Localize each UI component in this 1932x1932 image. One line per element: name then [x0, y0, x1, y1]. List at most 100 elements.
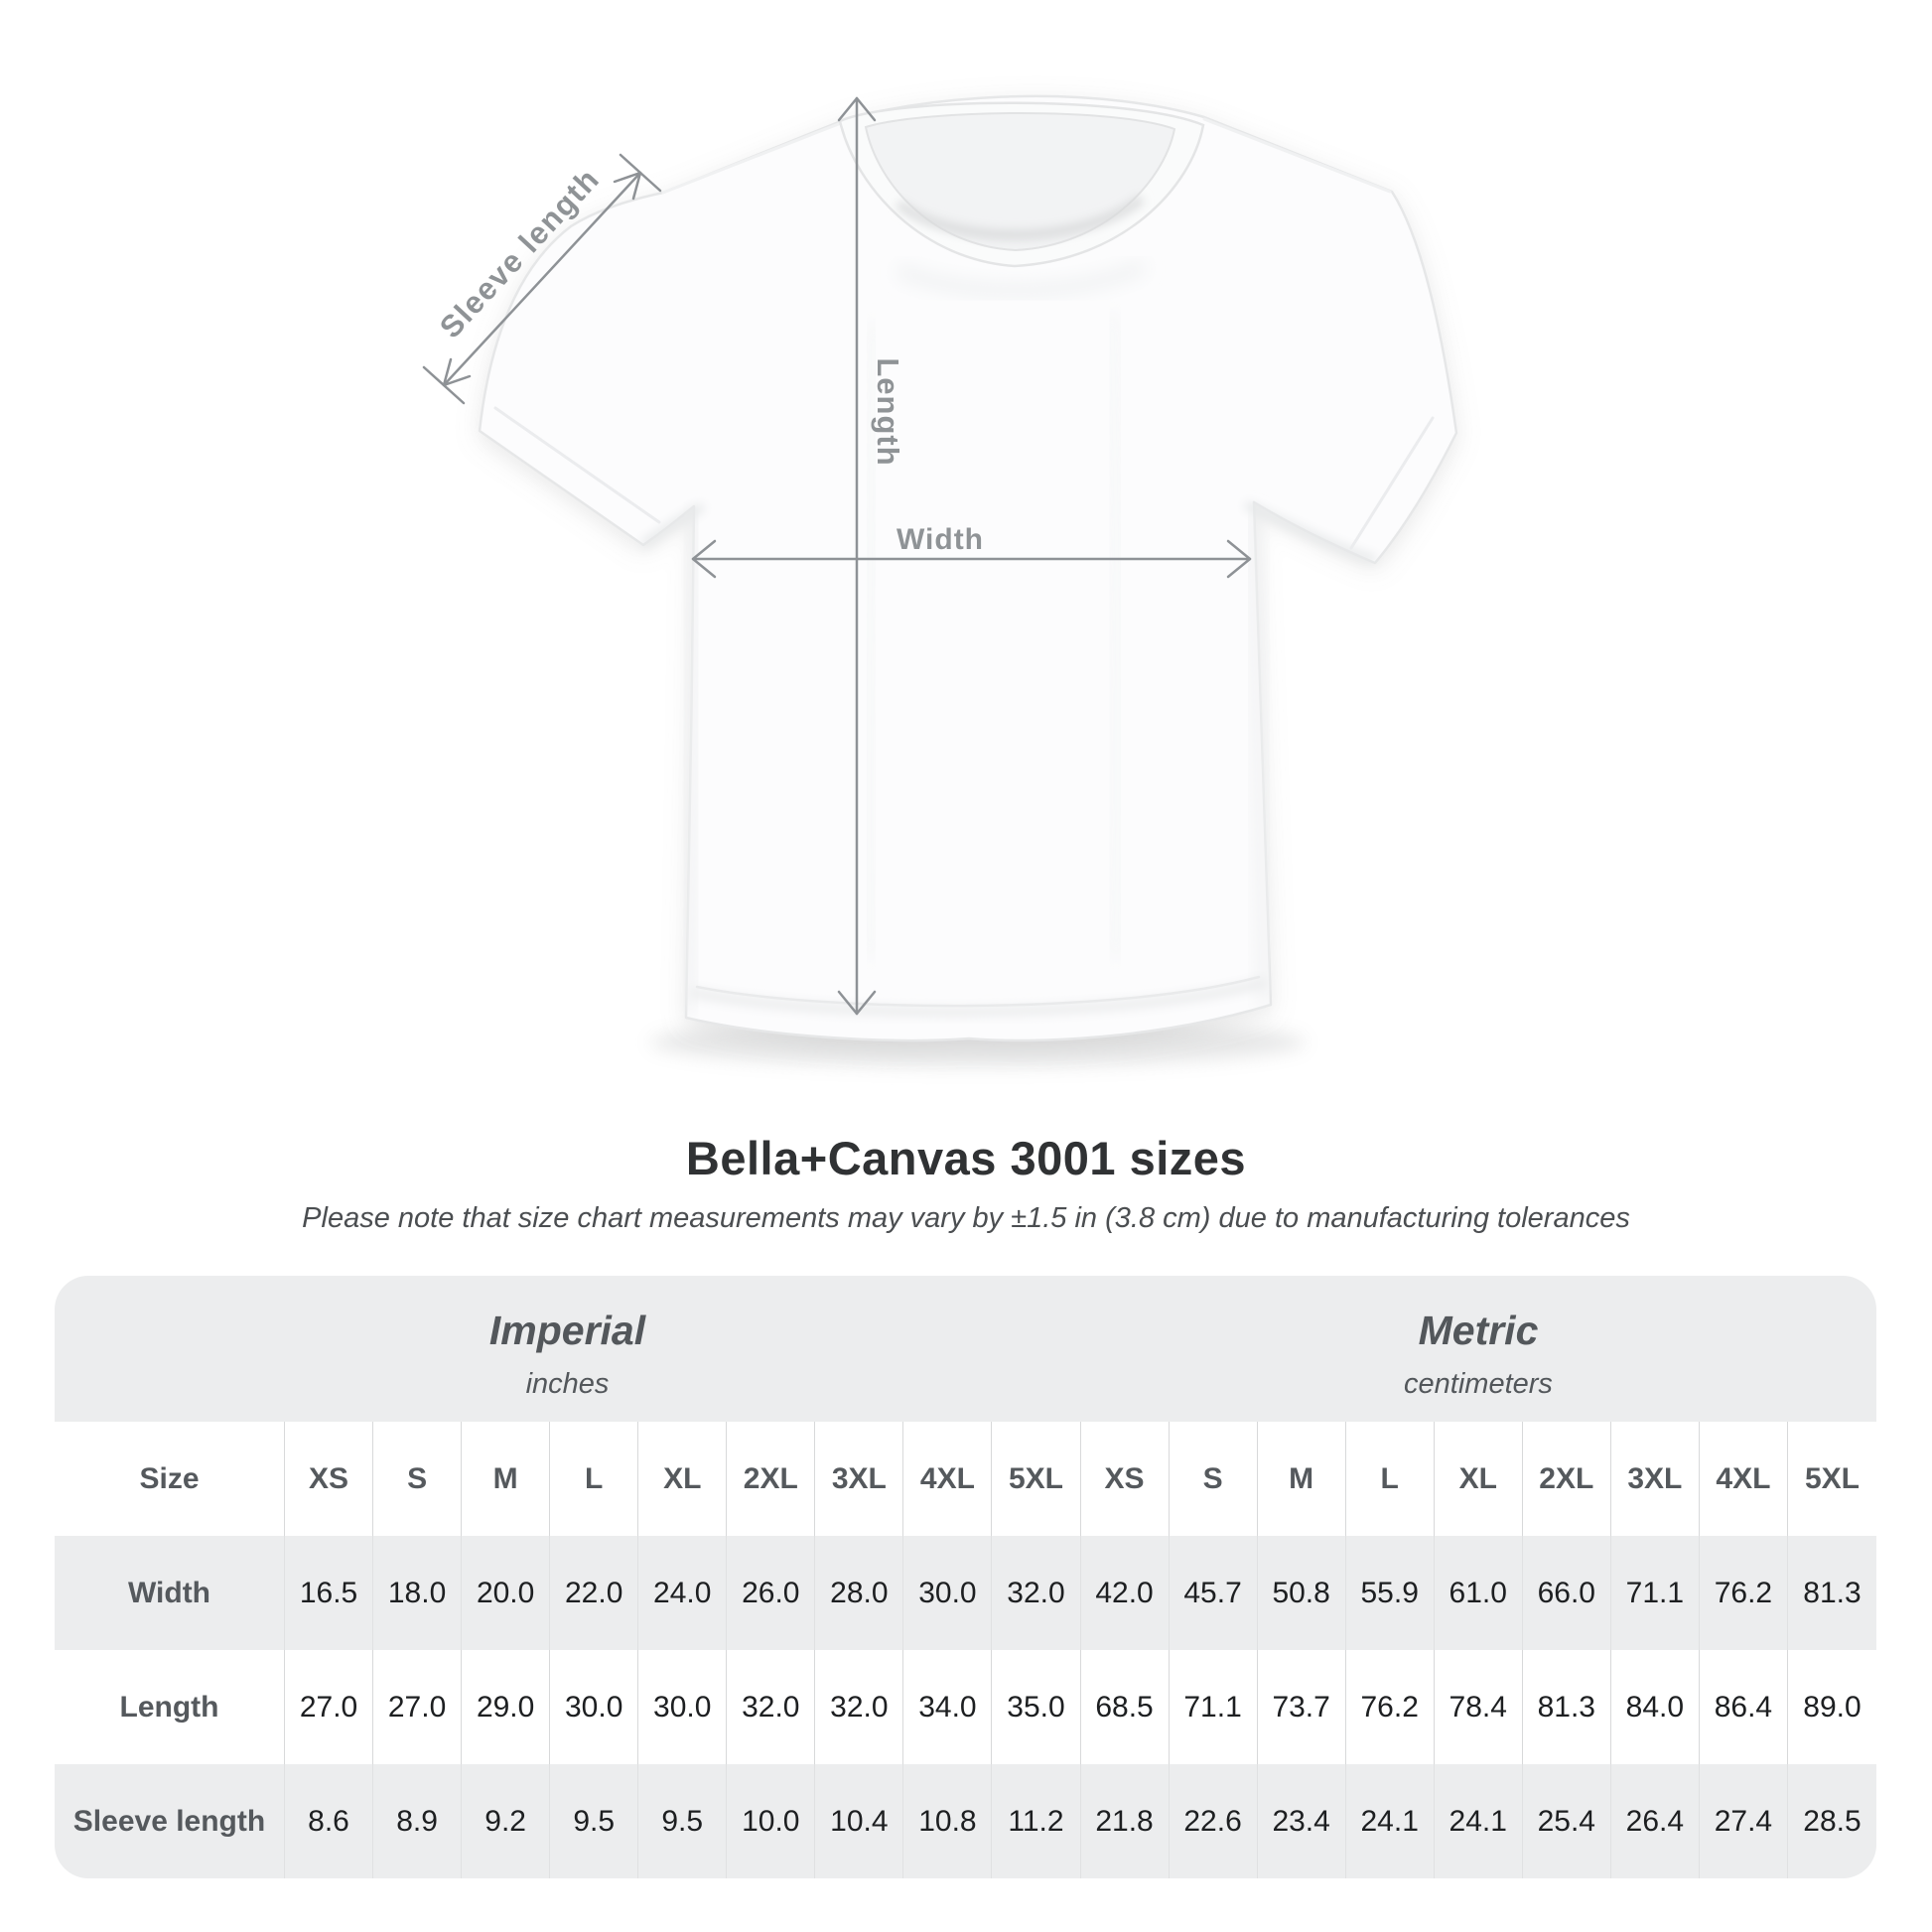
dimension-end-tick [422, 365, 466, 405]
table-cell: 81.3 [1803, 1576, 1862, 1609]
tshirt-illustration [478, 94, 1458, 1042]
arrowhead-right-icon [1226, 539, 1252, 579]
table-cell: 86.4 [1700, 1650, 1788, 1764]
length-dimension-label: Length [871, 357, 905, 466]
size-col-header: 4XL [903, 1422, 993, 1536]
table-cell: 71.1 [1170, 1650, 1258, 1764]
table-cell: 11.2 [992, 1764, 1081, 1878]
table-cell: 32.0 [815, 1650, 904, 1764]
table-cell: 10.4 [815, 1764, 904, 1878]
table-cell: 22.0 [550, 1536, 639, 1650]
size-col-header: 3XL [1611, 1422, 1700, 1536]
table-cell: 78.4 [1435, 1650, 1523, 1764]
table-cell: 26.0 [727, 1536, 816, 1650]
metric-unit: centimeters [1404, 1367, 1553, 1400]
table-cell: 27.0 [373, 1650, 463, 1764]
imperial-label: Imperial [488, 1307, 646, 1353]
size-col-header: 2XL [727, 1422, 816, 1536]
length-dimension-arrow [837, 96, 877, 1016]
table-cell: 42.0 [1081, 1536, 1170, 1650]
row-label: Length [55, 1650, 285, 1764]
table-cell: 9.5 [550, 1764, 639, 1878]
table-cell: 24.0 [638, 1536, 728, 1650]
dimension-annotations [422, 96, 1252, 1016]
table-cell: 24.1 [1435, 1764, 1523, 1878]
metric-group-header: Metric centimeters [1080, 1276, 1876, 1422]
row-label: Width [55, 1536, 285, 1650]
table-cell: 35.0 [992, 1650, 1081, 1764]
collar-under-shadow [896, 260, 1147, 297]
tshirt-measurement-figure: Width Length Sleeve length [422, 94, 1458, 1066]
table-cell: 76.2 [1346, 1650, 1435, 1764]
fabric-shading [493, 117, 1435, 1018]
size-col-header: 5XL [1804, 1461, 1860, 1495]
size-header-cell: Size [55, 1422, 285, 1536]
heading-block: Bella+Canvas 3001 sizes Please note that… [0, 1130, 1932, 1235]
size-col-header: L [1346, 1422, 1435, 1536]
table-cell: 21.8 [1081, 1764, 1170, 1878]
table-cell: 29.0 [462, 1650, 551, 1764]
tshirt-diagram: Width Length Sleeve length [422, 94, 1458, 1066]
table-cell: 30.0 [550, 1650, 639, 1764]
size-chart-table: Imperial inches Metric centimeters Size … [55, 1276, 1876, 1878]
metric-label: Metric [1418, 1307, 1539, 1353]
table-cell: 8.6 [285, 1764, 374, 1878]
table-cell: 20.0 [462, 1536, 551, 1650]
table-cell: 73.7 [1258, 1650, 1346, 1764]
width-row: Width 16.5 18.0 20.0 22.0 24.0 26.0 28.0… [55, 1536, 1876, 1650]
size-header-row: Size XS S M L XL 2XL 3XL 4XL 5XL XS S M … [55, 1422, 1876, 1536]
table-cell: 50.8 [1258, 1536, 1346, 1650]
width-dimension-arrow [691, 539, 1252, 579]
dimension-end-tick [619, 153, 662, 193]
length-row: Length 27.0 27.0 29.0 30.0 30.0 32.0 32.… [55, 1650, 1876, 1764]
size-col-header: XS [1081, 1422, 1170, 1536]
size-col-header: L [550, 1422, 639, 1536]
table-cell: 16.5 [285, 1536, 374, 1650]
size-col-header: M [1258, 1422, 1346, 1536]
table-cell: 18.0 [373, 1536, 463, 1650]
table-cell: 9.5 [638, 1764, 728, 1878]
collar-inner-shadow [896, 195, 1145, 240]
table-cell: 25.4 [1523, 1764, 1611, 1878]
size-col-header: M [462, 1422, 551, 1536]
table-cell: 32.0 [727, 1650, 816, 1764]
row-label: Sleeve length [55, 1764, 285, 1878]
size-col-header: S [373, 1422, 463, 1536]
imperial-group-header: Imperial inches [55, 1276, 1080, 1422]
page-title: Bella+Canvas 3001 sizes [685, 1132, 1247, 1184]
table-cell: 81.3 [1523, 1650, 1611, 1764]
table-cell: 76.2 [1700, 1536, 1788, 1650]
size-col-header: XS [285, 1422, 374, 1536]
size-col-header: 4XL [1700, 1422, 1788, 1536]
sleeve-dimension-arrow [422, 153, 662, 405]
imperial-unit: inches [525, 1367, 610, 1400]
table-cell: 26.4 [1611, 1764, 1700, 1878]
table-cell: 84.0 [1611, 1650, 1700, 1764]
table-cell: 22.6 [1170, 1764, 1258, 1878]
table-cell: 10.8 [903, 1764, 993, 1878]
table-cell: 27.4 [1700, 1764, 1788, 1878]
table-cell: 89.0 [1803, 1690, 1862, 1724]
size-col-header: 3XL [815, 1422, 904, 1536]
table-cell: 30.0 [903, 1536, 993, 1650]
table-cell: 45.7 [1170, 1536, 1258, 1650]
unit-group-band: Imperial inches Metric centimeters [55, 1276, 1876, 1422]
size-col-header: 5XL [992, 1422, 1081, 1536]
table-cell: 28.5 [1803, 1804, 1862, 1838]
table-cell: 61.0 [1435, 1536, 1523, 1650]
table-cell: 32.0 [992, 1536, 1081, 1650]
table-cell: 23.4 [1258, 1764, 1346, 1878]
arrowhead-down-icon [837, 990, 877, 1016]
table-cell: 8.9 [373, 1764, 463, 1878]
table-cell: 27.0 [285, 1650, 374, 1764]
table-cell: 10.0 [727, 1764, 816, 1878]
table-cell: 24.1 [1346, 1764, 1435, 1878]
width-dimension-label: Width [897, 523, 984, 556]
tolerance-note: Please note that size chart measurements… [302, 1202, 1630, 1234]
table-cell: 34.0 [903, 1650, 993, 1764]
size-col-header: S [1170, 1422, 1258, 1536]
table-cell: 68.5 [1081, 1650, 1170, 1764]
table-cell: 30.0 [638, 1650, 728, 1764]
arrowhead-left-icon [691, 539, 717, 579]
tshirt-collar [838, 101, 1205, 297]
